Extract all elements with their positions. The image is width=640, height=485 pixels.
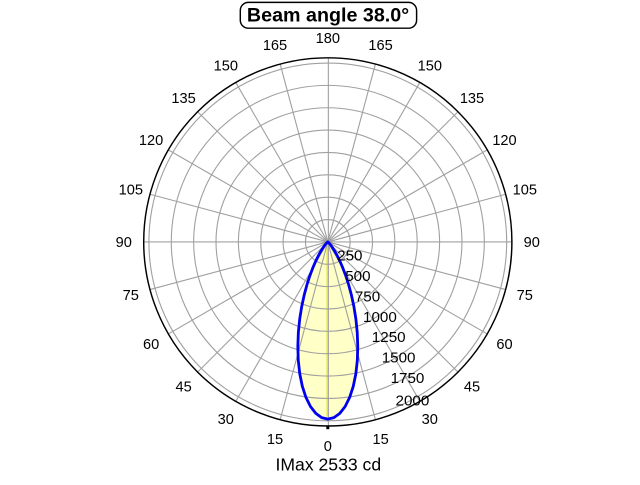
svg-text:135: 135 — [171, 91, 195, 107]
svg-text:250: 250 — [337, 248, 362, 265]
svg-text:500: 500 — [345, 268, 370, 285]
svg-text:90: 90 — [524, 235, 540, 251]
svg-text:1000: 1000 — [363, 309, 397, 326]
svg-text:45: 45 — [175, 379, 191, 395]
svg-text:45: 45 — [464, 379, 480, 395]
svg-text:180: 180 — [316, 31, 340, 47]
svg-text:Beam angle 38.0°: Beam angle 38.0° — [247, 4, 409, 26]
svg-text:105: 105 — [119, 182, 143, 198]
svg-text:0: 0 — [324, 439, 332, 455]
svg-text:30: 30 — [218, 412, 234, 428]
svg-text:30: 30 — [422, 412, 438, 428]
svg-text:2000: 2000 — [396, 392, 430, 409]
svg-text:90: 90 — [116, 235, 132, 251]
svg-text:1750: 1750 — [391, 370, 425, 387]
svg-text:60: 60 — [143, 337, 159, 353]
svg-text:150: 150 — [418, 58, 442, 74]
svg-text:120: 120 — [139, 133, 163, 149]
svg-text:75: 75 — [517, 288, 533, 304]
svg-text:1500: 1500 — [382, 350, 416, 367]
svg-text:750: 750 — [355, 288, 380, 305]
svg-text:15: 15 — [267, 432, 283, 448]
svg-text:165: 165 — [263, 38, 287, 54]
svg-text:IMax 2533 cd: IMax 2533 cd — [275, 455, 381, 475]
svg-text:1250: 1250 — [372, 329, 406, 346]
svg-text:105: 105 — [513, 182, 537, 198]
svg-text:135: 135 — [460, 91, 484, 107]
svg-text:75: 75 — [123, 288, 139, 304]
svg-text:150: 150 — [214, 58, 238, 74]
svg-text:120: 120 — [492, 133, 516, 149]
svg-text:165: 165 — [368, 38, 392, 54]
svg-text:15: 15 — [372, 432, 388, 448]
svg-text:60: 60 — [496, 337, 512, 353]
